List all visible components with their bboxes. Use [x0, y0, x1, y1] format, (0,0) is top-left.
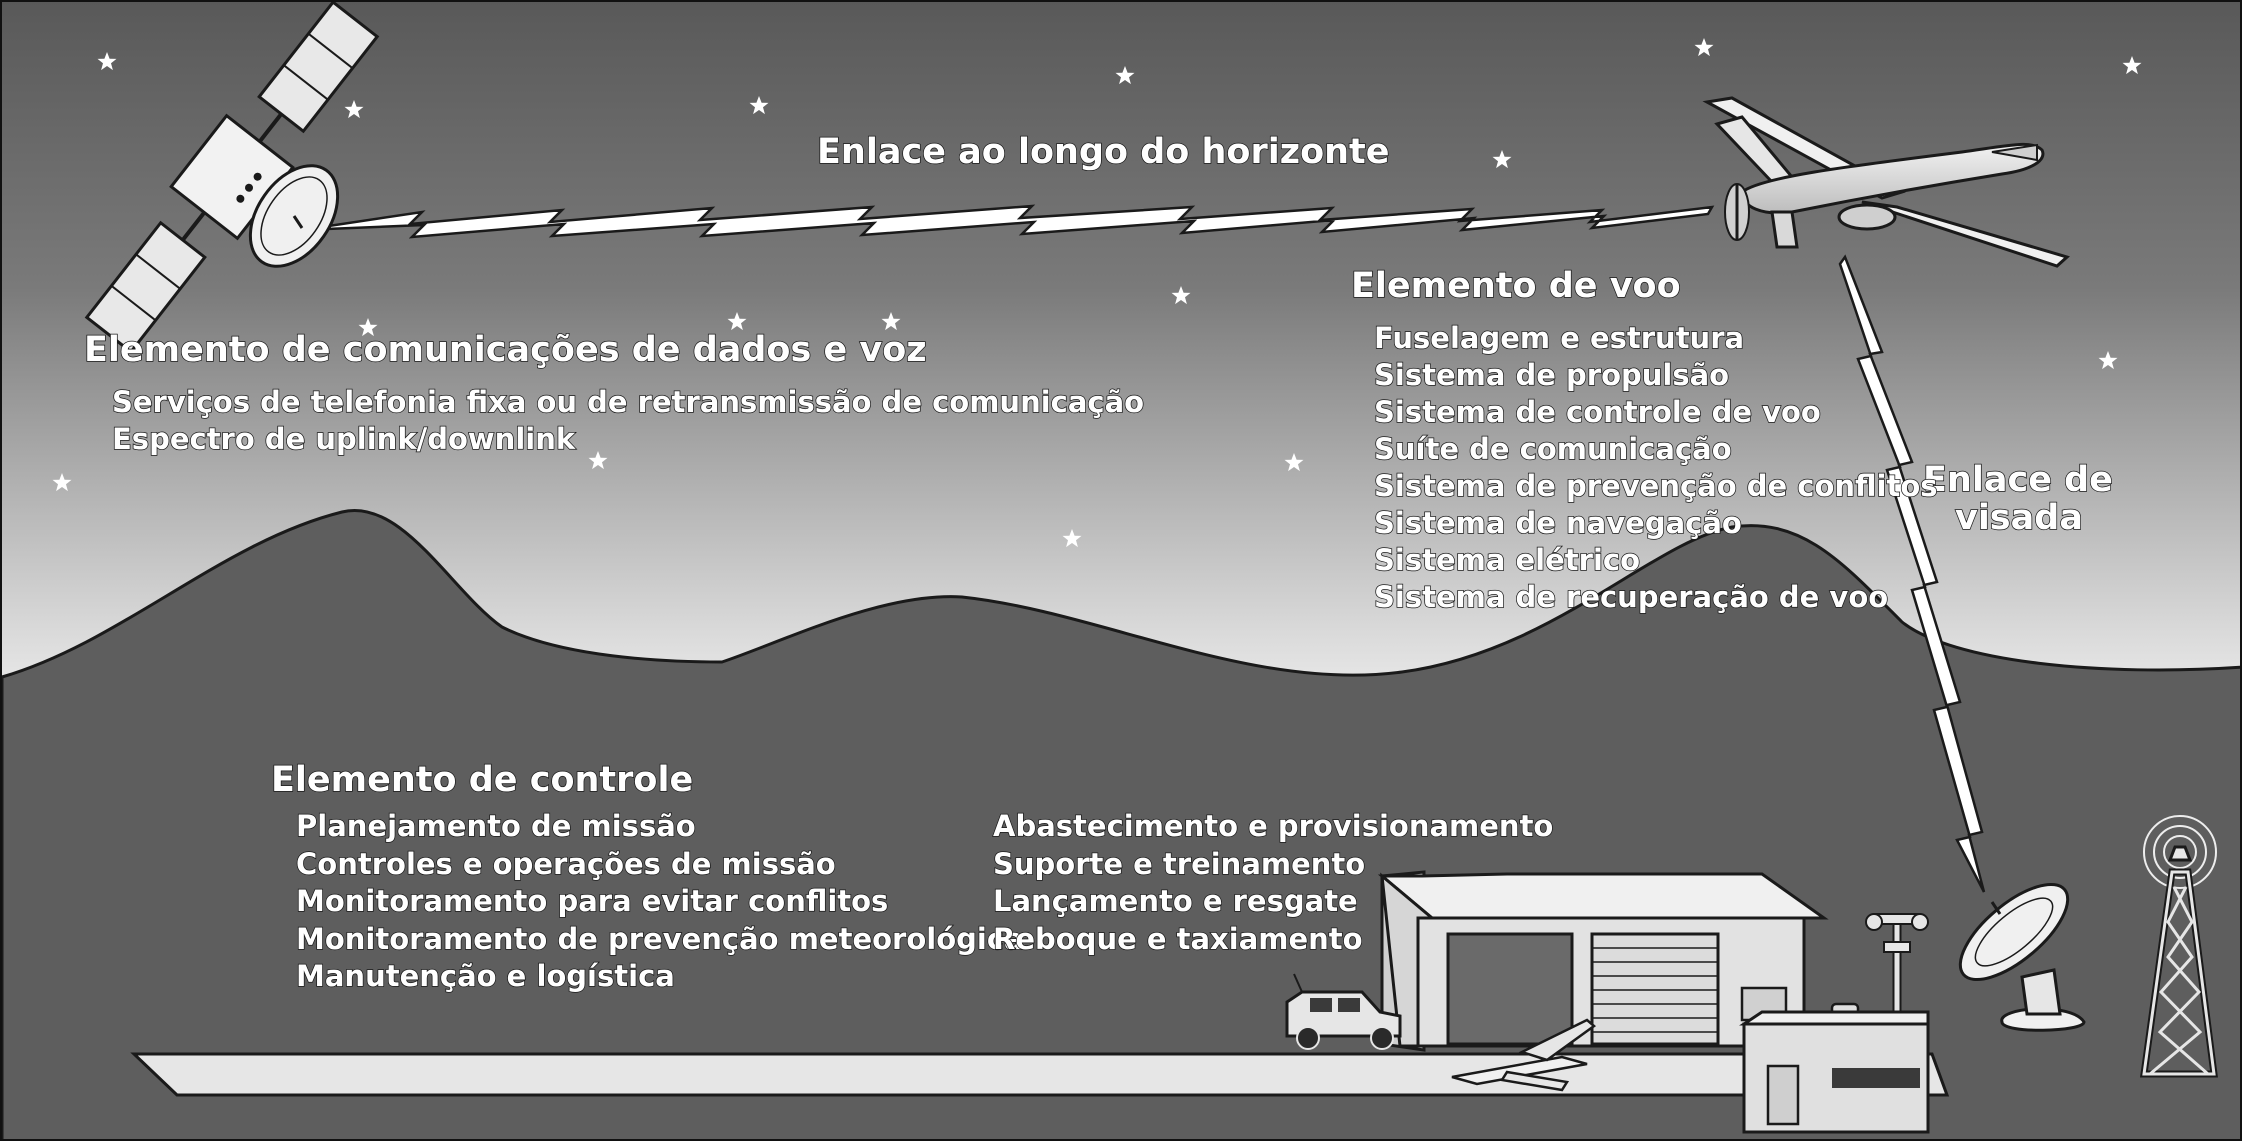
flight-element-item: Sistema de prevenção de conflitos: [1373, 468, 1938, 504]
line-of-sight-label-line2: visada: [1954, 497, 2083, 539]
horizon-link-label: Enlace ao longo do horizonte: [816, 131, 1390, 173]
uav-aircraft-icon: [1702, 96, 2070, 268]
control-element-title: Elemento de controle: [270, 759, 694, 801]
data-comm-list: Serviços de telefonia fixa ou de retrans…: [111, 384, 1145, 458]
control-element-item: Reboque e taxiamento: [992, 921, 1363, 956]
flight-element-list: Fuselagem e estrutura Sistema de propuls…: [1373, 320, 1938, 616]
hangar-icon: [1377, 870, 1829, 1052]
control-element-item: Monitoramento de prevenção meteorológica: [295, 921, 1024, 956]
flight-element-item: Sistema de recuperação de voo: [1373, 579, 1889, 615]
flight-element-item: Fuselagem e estrutura: [1373, 320, 1745, 356]
satellite-icon: [84, 2, 380, 354]
data-comm-item: Espectro de uplink/downlink: [111, 421, 576, 457]
control-element-list-left: Planejamento de missão Controles e opera…: [295, 808, 1024, 996]
control-element-item: Abastecimento e provisionamento: [992, 808, 1554, 843]
control-element-item: Planejamento de missão: [295, 808, 696, 843]
horizon-link-bolt: [301, 204, 1715, 239]
control-element-item: Lançamento e resgate: [992, 883, 1358, 918]
control-station-icon: [1739, 913, 1930, 1134]
ground-dish-icon: [1958, 882, 2086, 1032]
control-element-list-right: Abastecimento e provisionamento Suporte …: [992, 808, 1554, 958]
flight-element-item: Sistema de navegação: [1373, 505, 1742, 541]
control-element-item: Manutenção e logística: [295, 958, 675, 993]
parked-uav-icon: [1451, 1018, 1597, 1092]
data-comm-item: Serviços de telefonia fixa ou de retrans…: [111, 384, 1145, 420]
satellite-dish-icon: [248, 164, 340, 268]
control-element-item: Controles e operações de missão: [295, 846, 836, 881]
vehicle-icon: [1285, 973, 1402, 1050]
flight-element-title: Elemento de voo: [1350, 265, 1681, 307]
line-of-sight-label-line1: Enlace de: [1922, 459, 2113, 501]
control-element-item: Monitoramento para evitar conflitos: [295, 883, 889, 918]
line-of-sight-link-bolt: [1838, 254, 1986, 893]
radio-tower-icon: [2139, 815, 2218, 1078]
flight-element-item: Sistema de controle de voo: [1373, 394, 1821, 430]
data-comm-title: Elemento de comunicações de dados e voz: [83, 329, 927, 371]
flight-element-item: Suíte de comunicação: [1373, 431, 1732, 467]
flight-element-item: Sistema de propulsão: [1373, 357, 1730, 393]
runway: [130, 1052, 1950, 1097]
flight-element-item: Sistema elétrico: [1373, 542, 1640, 578]
control-element-item: Suporte e treinamento: [992, 846, 1366, 881]
